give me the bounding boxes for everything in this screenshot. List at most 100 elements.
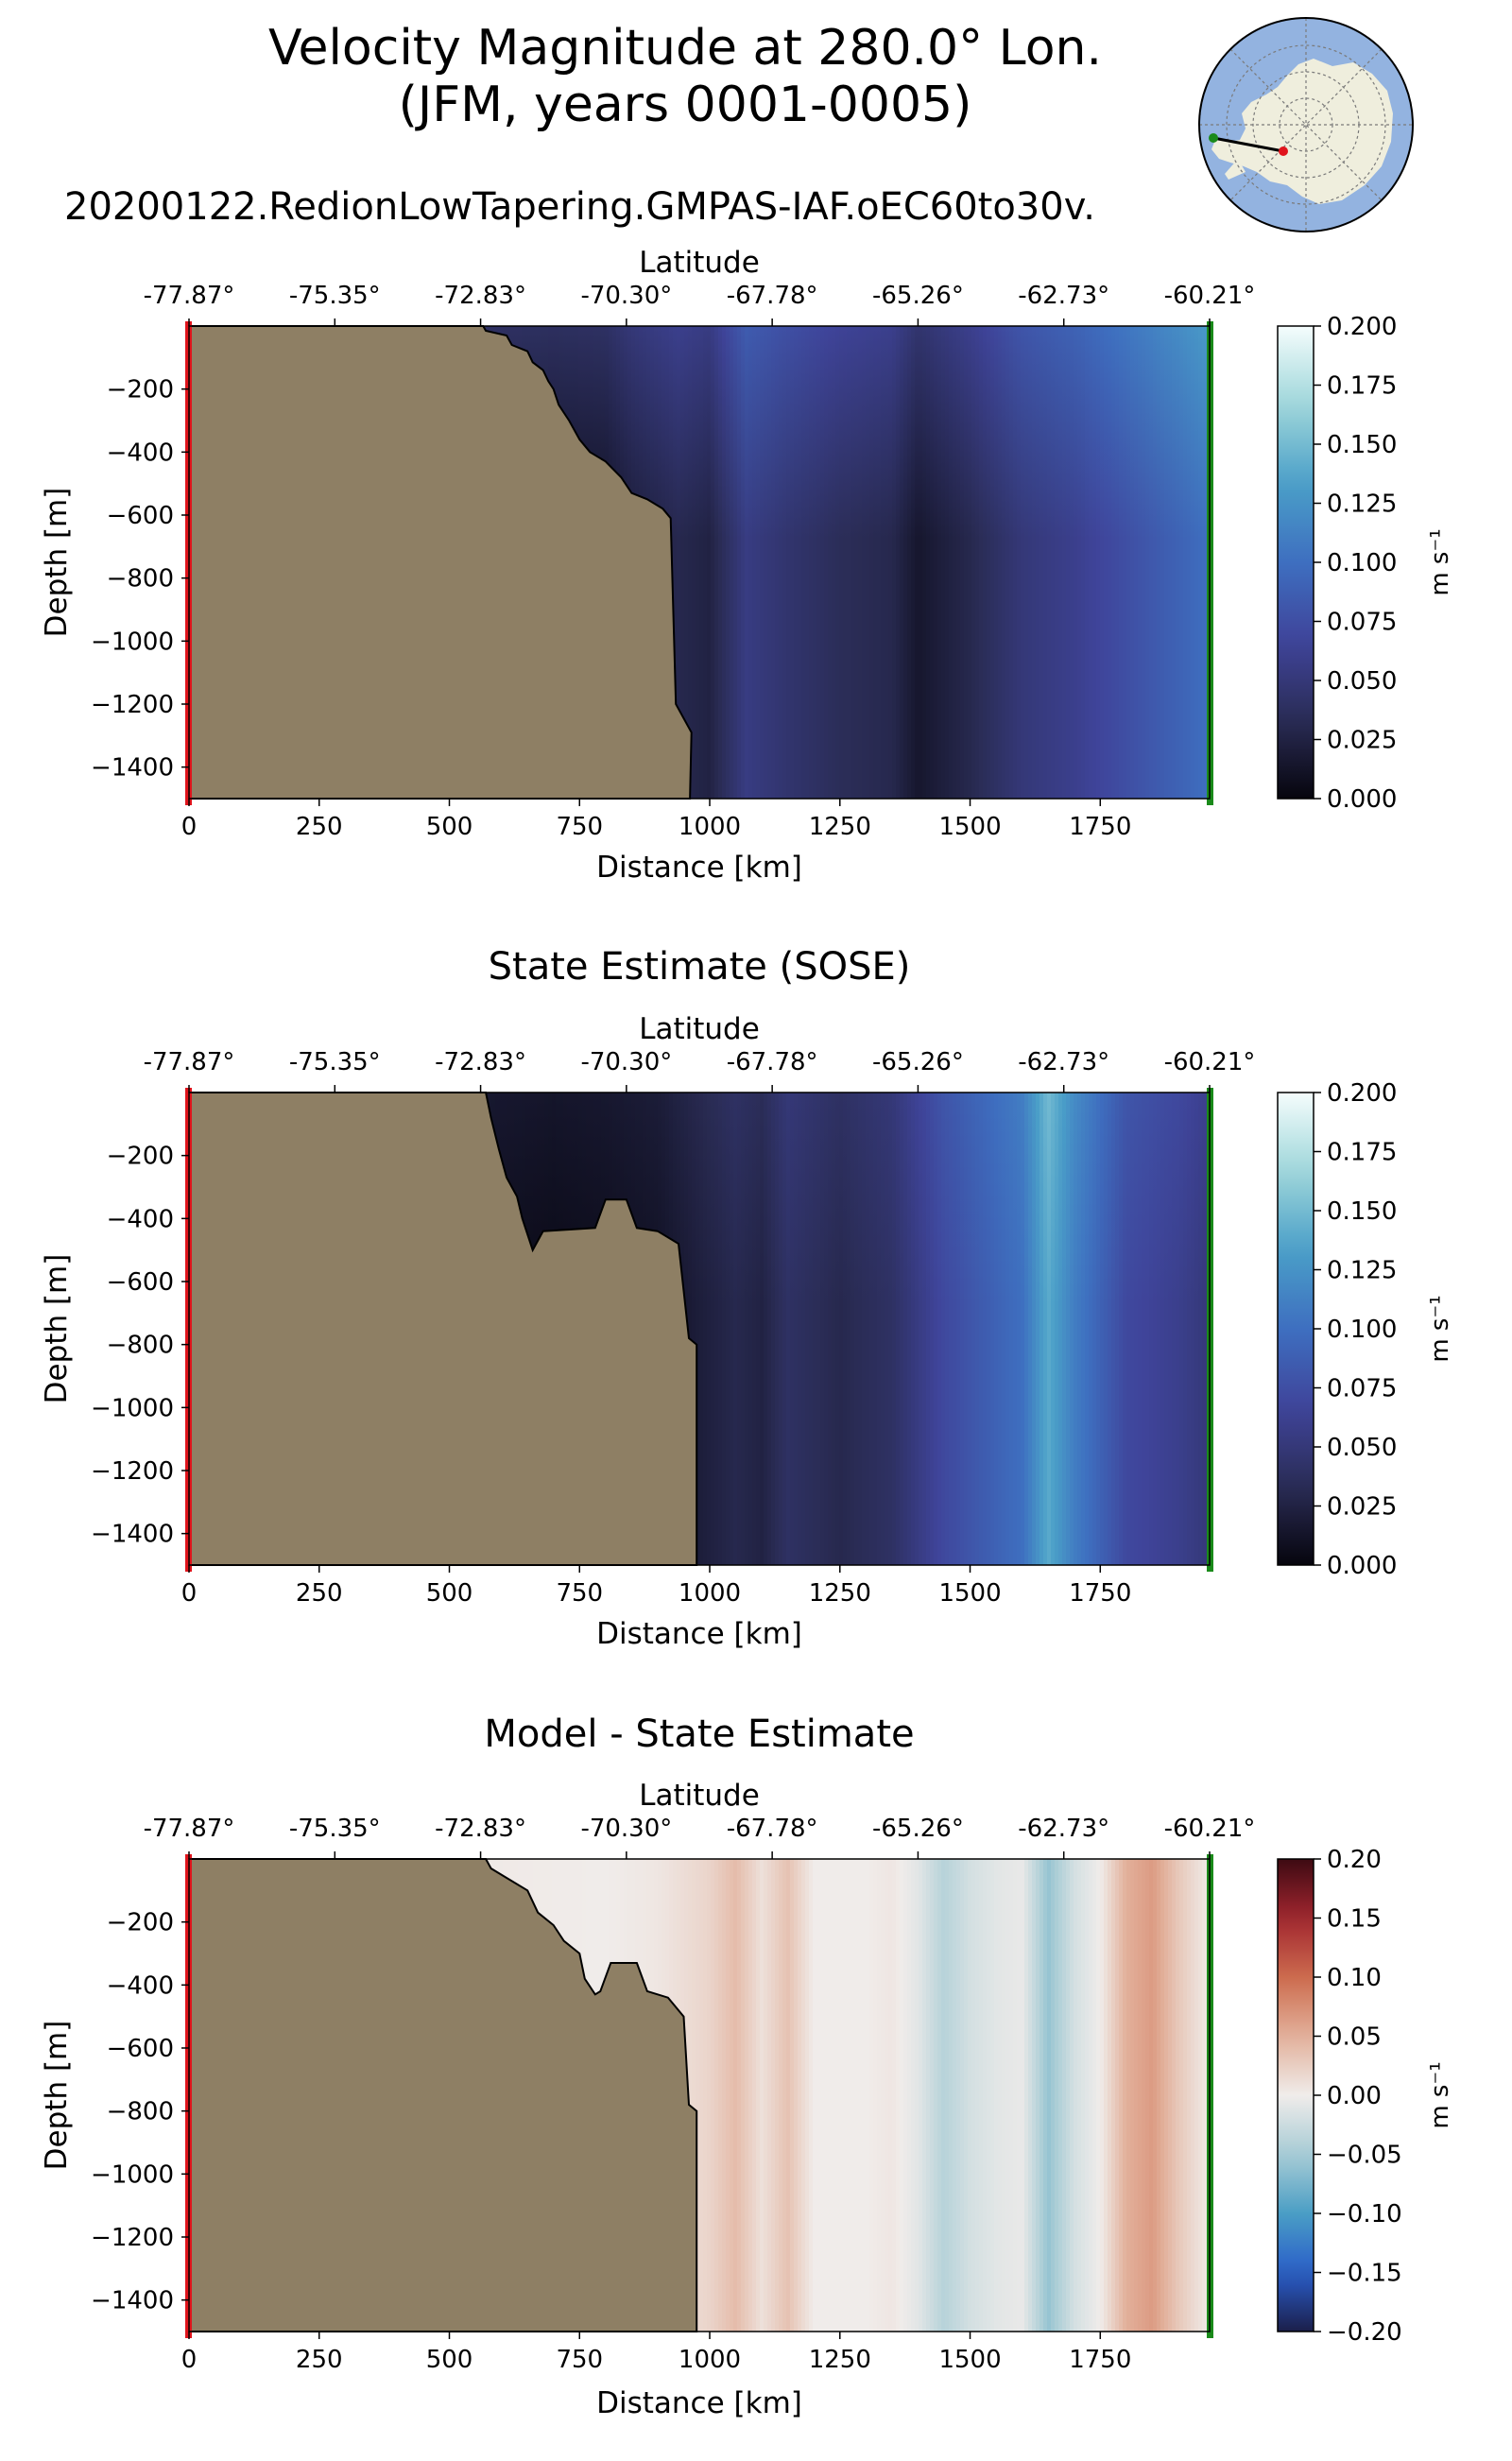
heatmap-column <box>703 1093 708 1565</box>
heatmap-column <box>794 1093 799 1565</box>
heatmap-column <box>881 1093 885 1565</box>
x-tick-label: 1250 <box>809 1579 871 1608</box>
heatmap-column <box>987 326 991 799</box>
heatmap-column <box>1194 1859 1199 2332</box>
heatmap-column <box>688 1859 693 2332</box>
heatmap-column <box>1104 1859 1108 2332</box>
colorbar-tick-label: 0.075 <box>1327 609 1397 637</box>
x-tick-label: 750 <box>556 1579 603 1608</box>
heatmap-column <box>1047 1859 1052 2332</box>
heatmap-column <box>832 1859 836 2332</box>
heatmap-column <box>816 1859 821 2332</box>
heatmap-column <box>1089 326 1093 799</box>
heatmap-column <box>866 1093 870 1565</box>
heatmap-column <box>1168 1859 1173 2332</box>
panel-1-ylabel: Depth [m] <box>40 488 74 638</box>
heatmap-column <box>1119 1859 1124 2332</box>
lat-tick-label: -75.35° <box>289 1048 381 1076</box>
panel-2-colorbar: 0.000 0.025 0.050 0.075 0.100 0.125 0.150 0.175… <box>1277 1079 1397 1580</box>
colorbar-tick-label: 0.15 <box>1327 1905 1382 1934</box>
heatmap-column <box>805 326 810 799</box>
x-tick-label: 250 <box>296 813 343 841</box>
heatmap-column <box>975 326 980 799</box>
heatmap-column <box>915 1093 919 1565</box>
heatmap-column <box>873 326 878 799</box>
heatmap-column <box>1024 1859 1029 2332</box>
heatmap-column <box>1066 1859 1071 2332</box>
heatmap-column <box>1077 1859 1082 2332</box>
heatmap-column <box>832 326 836 799</box>
heatmap-column <box>711 326 715 799</box>
heatmap-column <box>953 1093 957 1565</box>
y-tick-label: −200 <box>107 376 174 404</box>
heatmap-column <box>801 1859 806 2332</box>
heatmap-column <box>726 326 730 799</box>
lat-tick-label: -75.35° <box>289 1815 381 1843</box>
heatmap-column <box>971 326 976 799</box>
heatmap-column <box>764 1859 768 2332</box>
heatmap-column <box>1119 326 1124 799</box>
lat-tick-label: -70.30° <box>580 1815 672 1843</box>
heatmap-column <box>726 1093 730 1565</box>
heatmap-column <box>1119 1093 1124 1565</box>
lat-tick-label: -62.73° <box>1018 1048 1109 1076</box>
panel-1-colorbar: 0.000 0.025 0.050 0.075 0.100 0.125 0.150 0.175… <box>1277 313 1397 814</box>
x-tick-label: 1750 <box>1069 2346 1131 2374</box>
panel-3-colorbar-label: m s⁻¹ <box>1426 2061 1454 2128</box>
heatmap-column <box>1032 1859 1037 2332</box>
heatmap-column <box>820 326 825 799</box>
x-tick-label: 1000 <box>679 1579 741 1608</box>
heatmap-column <box>1028 1859 1033 2332</box>
heatmap-column <box>767 326 772 799</box>
antarctic-locator-map <box>1198 17 1414 232</box>
heatmap-column <box>937 326 942 799</box>
heatmap-column <box>1051 1859 1056 2332</box>
heatmap-column <box>828 1859 833 2332</box>
x-tick-label: 500 <box>426 813 473 841</box>
heatmap-column <box>968 326 972 799</box>
heatmap-column <box>839 1859 844 2332</box>
panel-2-frame <box>188 1092 1211 1566</box>
heatmap-column <box>1153 1093 1158 1565</box>
colorbar-gradient <box>1277 325 1314 800</box>
lat-tick-label: -65.26° <box>872 282 964 310</box>
y-tick-label: −400 <box>107 1971 174 2000</box>
heatmap-column <box>888 1093 893 1565</box>
heatmap-column <box>945 326 950 799</box>
heatmap-column <box>1062 1093 1067 1565</box>
heatmap-column <box>809 1093 814 1565</box>
heatmap-column <box>1096 1093 1101 1565</box>
heatmap-column <box>1172 1859 1177 2332</box>
heatmap-column <box>1104 326 1108 799</box>
heatmap-column <box>737 1093 742 1565</box>
heatmap-column <box>775 1859 780 2332</box>
lat-tick-label: -75.35° <box>289 282 381 310</box>
heatmap-column <box>1111 326 1116 799</box>
heatmap-column <box>1123 1859 1127 2332</box>
heatmap-column <box>926 326 931 799</box>
heatmap-column <box>794 1859 799 2332</box>
heatmap-column <box>854 326 859 799</box>
heatmap-column <box>862 1859 867 2332</box>
heatmap-column <box>699 1093 704 1565</box>
heatmap-column <box>1202 326 1207 799</box>
heatmap-column <box>835 326 840 799</box>
y-tick-label: −600 <box>107 502 174 530</box>
heatmap-column <box>930 326 935 799</box>
heatmap-column <box>696 1859 700 2332</box>
heatmap-column <box>1085 1093 1090 1565</box>
heatmap-column <box>745 1093 749 1565</box>
heatmap-column <box>1176 326 1180 799</box>
panel-3-ylabel: Depth [m] <box>40 2021 74 2171</box>
heatmap-column <box>782 326 787 799</box>
heatmap-column <box>722 326 727 799</box>
heatmap-column <box>1058 1859 1063 2332</box>
colorbar-tick-label: 0.050 <box>1327 1434 1397 1462</box>
heatmap-column <box>764 1093 768 1565</box>
heatmap-column <box>1070 326 1074 799</box>
panel-2-top-axis-label: Latitude <box>639 1012 760 1046</box>
heatmap-column <box>1092 1859 1097 2332</box>
heatmap-column <box>1130 1093 1135 1565</box>
heatmap-column <box>975 1859 980 2332</box>
heatmap-column <box>1055 1093 1059 1565</box>
